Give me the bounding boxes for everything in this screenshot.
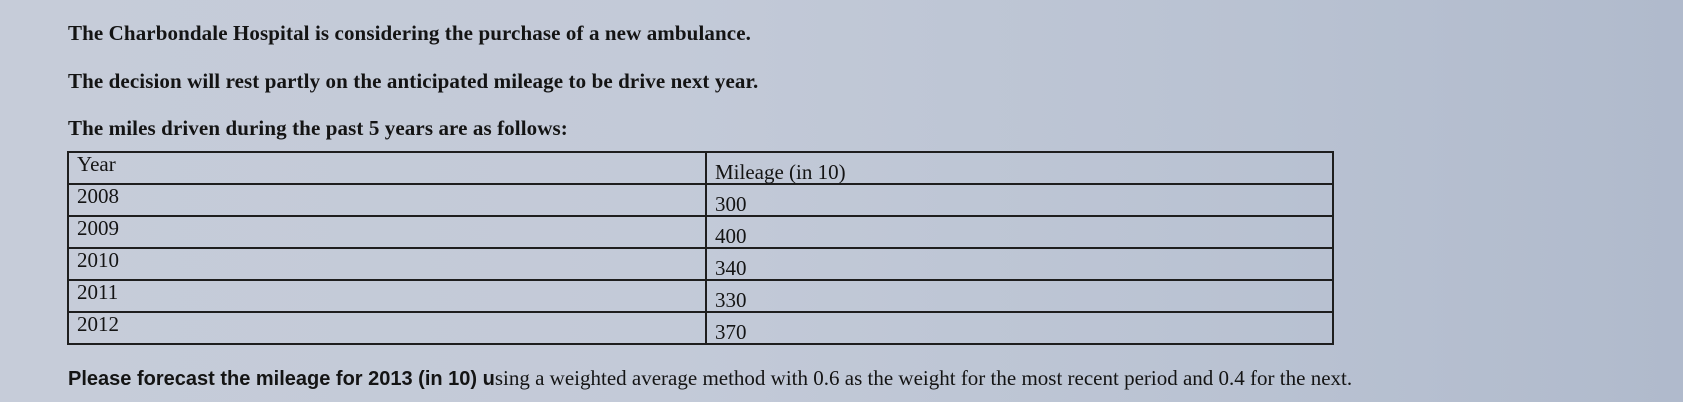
intro-line-2: The decision will rest partly on the ant… <box>68 69 759 93</box>
year-cell: 2011 <box>67 279 707 313</box>
table-row: 2008 300 <box>67 183 1334 217</box>
mileage-cell: 370 <box>705 311 1334 345</box>
year-cell: 2009 <box>67 215 707 249</box>
header-year: Year <box>67 151 707 185</box>
mileage-cell: 340 <box>705 247 1334 281</box>
year-cell: 2012 <box>67 311 707 345</box>
header-mileage: Mileage (in 10) <box>705 151 1334 185</box>
table-row: 2010 340 <box>67 247 1334 281</box>
intro-line-1: The Charbondale Hospital is considering … <box>68 21 751 45</box>
year-cell: 2008 <box>67 183 707 217</box>
mileage-cell: 330 <box>705 279 1334 313</box>
mileage-table: Year Mileage (in 10) 2008 300 2009 400 2… <box>67 151 1334 345</box>
question-rest: sing a weighted average method with 0.6 … <box>494 366 1353 390</box>
question-lead: Please forecast the mileage for 2013 (in… <box>68 368 495 390</box>
year-cell: 2010 <box>67 247 707 281</box>
table-row: 2012 370 <box>67 311 1334 345</box>
mileage-cell: 400 <box>705 215 1334 249</box>
mileage-cell: 300 <box>705 183 1334 217</box>
intro-line-3: The miles driven during the past 5 years… <box>68 116 568 140</box>
table-row: 2011 330 <box>67 279 1334 313</box>
table-header-row: Year Mileage (in 10) <box>67 151 1334 185</box>
table-row: 2009 400 <box>67 215 1334 249</box>
forecast-question: Please forecast the mileage for 2013 (in… <box>68 366 1352 391</box>
